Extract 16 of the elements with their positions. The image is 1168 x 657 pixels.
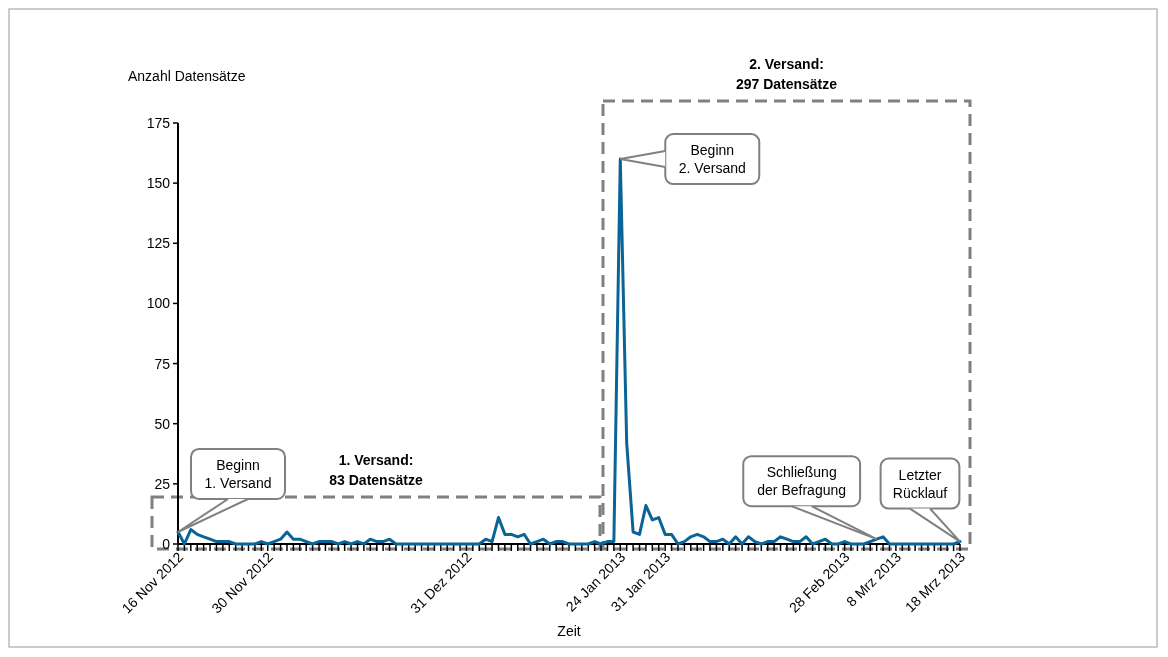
annotation: Beginn 2. Versand [678,142,746,177]
y-tick-label: 100 [146,295,171,312]
x-axis-title: Zeit [557,623,581,639]
y-tick-label: 25 [154,475,171,492]
annotation: Letzter Rücklauf [892,466,948,501]
y-tick-label: 50 [154,415,171,432]
annotation: 1. Versand: 83 Datensätze [329,452,423,488]
y-tick-label: 150 [146,175,171,192]
y-tick-label: 0 [162,536,171,552]
y-tick-label: 75 [154,355,171,372]
y-tick-label: 175 [146,115,171,131]
annotation: Schließung der Befragung [757,464,847,499]
text: 2. Versand: 297 Datensätze [735,56,838,92]
annotation: Beginn 1. Versand [204,456,272,491]
y-axis-title: Anzahl Datensätze [128,68,246,84]
y-tick-label: 125 [146,235,171,252]
